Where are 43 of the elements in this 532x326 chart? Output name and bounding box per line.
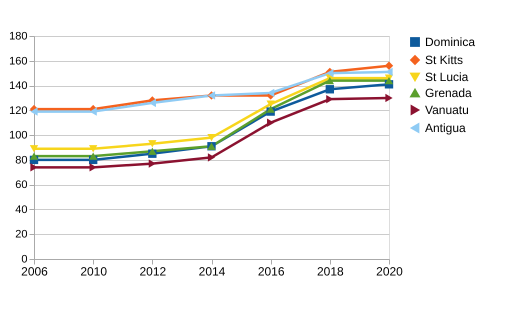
- legend-label: Antigua: [425, 121, 466, 135]
- y-tick-label: 100: [9, 130, 28, 142]
- legend-label: Grenada: [425, 86, 472, 100]
- y-tick-label: 140: [9, 80, 28, 92]
- legend-label: Dominica: [425, 35, 476, 49]
- y-tick-label: 120: [9, 104, 28, 117]
- point: [385, 94, 393, 102]
- y-tick-label: 80: [15, 154, 28, 166]
- point: [266, 100, 275, 108]
- x-tick-label: 2016: [258, 264, 285, 278]
- point: [208, 153, 216, 162]
- x-tick-label: 2006: [21, 264, 48, 278]
- y-tick-label: 40: [15, 204, 28, 216]
- point: [90, 107, 97, 116]
- point: [326, 85, 334, 94]
- y-tick-label: 0: [21, 254, 28, 266]
- point: [88, 152, 98, 160]
- x-tick-label: 2018: [316, 264, 344, 278]
- x-tick-label: 2014: [198, 264, 226, 278]
- point: [266, 105, 275, 113]
- y-tick-label: 180: [9, 30, 28, 42]
- point: [267, 118, 274, 127]
- x-tick-label: 2020: [376, 264, 404, 278]
- y-tick-label: 20: [15, 228, 28, 241]
- y-tick-label: 60: [15, 179, 28, 192]
- x-tick-label: 2010: [80, 264, 108, 278]
- point: [30, 145, 38, 152]
- point: [148, 148, 157, 155]
- x-tick-label: 2012: [139, 264, 167, 278]
- y-tick-label: 160: [9, 55, 28, 68]
- point: [326, 76, 334, 84]
- point: [88, 145, 98, 152]
- legend-label: St Kitts: [425, 53, 464, 67]
- point: [207, 134, 216, 142]
- legend-label: St Lucia: [425, 70, 469, 84]
- point: [148, 140, 157, 148]
- point: [267, 88, 274, 98]
- point: [384, 62, 394, 70]
- point: [30, 107, 38, 116]
- point: [384, 76, 394, 84]
- legend-label: Vanuatu: [425, 103, 469, 117]
- point: [30, 152, 38, 160]
- point: [148, 98, 156, 108]
